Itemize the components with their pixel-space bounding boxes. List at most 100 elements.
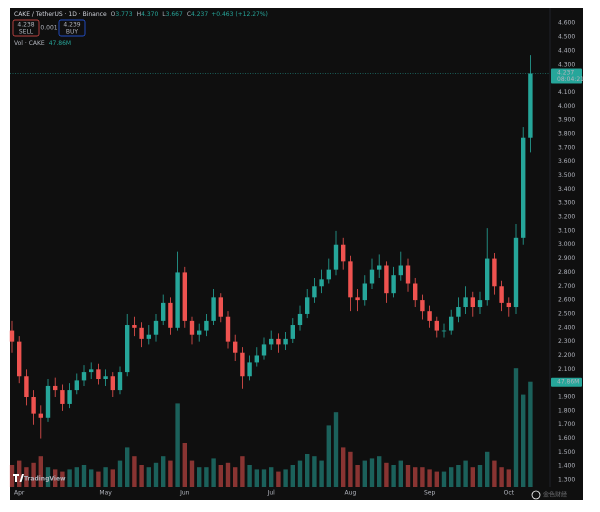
volume-bar <box>31 462 36 487</box>
x-tick-label: Apr <box>14 490 25 497</box>
y-tick-label: 3.800 <box>558 130 575 137</box>
volume-bar <box>521 394 526 487</box>
candle-body <box>233 341 238 353</box>
volume-bar <box>398 460 403 487</box>
y-tick-label: 2.600 <box>558 297 575 304</box>
candle-body <box>528 73 533 138</box>
volume-bar <box>45 467 51 487</box>
change: +0.463 (+12.27%) <box>211 11 268 18</box>
y-tick-label: 3.200 <box>558 214 575 221</box>
candle-body <box>420 300 425 312</box>
volume-bar <box>355 465 360 487</box>
volume-bar <box>427 469 432 487</box>
candle-body <box>348 261 353 298</box>
spread: 0.001 <box>40 25 57 32</box>
header-line: CAKE / TetherUS · 1D · Binance O3.773 H4.3… <box>14 11 268 18</box>
candle-body <box>153 320 159 335</box>
candle-body <box>477 300 483 308</box>
candle-body <box>197 330 202 335</box>
candle-body <box>117 372 123 391</box>
candle-body <box>168 302 173 328</box>
volume-bar <box>60 471 65 487</box>
volume-bar <box>132 456 137 487</box>
volume-bar <box>197 467 202 487</box>
candle-body <box>492 258 497 287</box>
volume-bar <box>74 467 79 487</box>
volume-bar <box>211 458 216 487</box>
y-tick-label: 3.300 <box>558 200 575 207</box>
candle-body <box>9 330 15 342</box>
y-tick-label: 3.400 <box>558 186 575 193</box>
candle-body <box>305 297 310 314</box>
volume-bar <box>513 368 519 487</box>
symbol-title: CAKE / TetherUS · 1D · Binance <box>14 11 107 18</box>
candle-body <box>319 279 324 287</box>
volume-bar <box>348 451 353 487</box>
candle-body <box>449 316 454 331</box>
candle-body <box>53 385 58 391</box>
volume-bar <box>449 467 454 487</box>
volume-bar <box>38 456 43 487</box>
y-tick-label: 1.800 <box>558 407 575 414</box>
last-volume-label: 47.86M <box>557 379 579 386</box>
volume-bar <box>391 465 396 487</box>
candle-body <box>204 320 209 331</box>
candle-body <box>434 320 439 331</box>
candle-body <box>506 302 511 308</box>
candle-body <box>463 297 468 308</box>
volume-bar <box>463 460 468 487</box>
volume-bar <box>67 469 72 487</box>
volume-bar <box>81 465 87 487</box>
y-tick-label: 1.500 <box>558 449 575 456</box>
volume-bar <box>153 462 159 487</box>
candle-body <box>96 369 101 380</box>
volume-bar <box>312 456 317 487</box>
candle-body <box>333 244 339 270</box>
volume-bar <box>24 467 29 487</box>
volume-bar <box>477 465 483 487</box>
candle-body <box>362 283 367 301</box>
x-tick-label: Oct <box>504 490 515 497</box>
y-tick-label: 2.800 <box>558 269 575 276</box>
candle-body <box>341 244 346 262</box>
ohlc-key: C <box>187 11 191 18</box>
x-tick-label: Aug <box>345 490 357 497</box>
candle-body <box>513 237 519 308</box>
volume-bar <box>161 456 166 487</box>
x-tick-label: May <box>99 490 112 497</box>
volume-bar <box>276 471 281 487</box>
y-tick-label: 3.500 <box>558 172 575 179</box>
sell-price: 4.238 <box>17 22 34 29</box>
volume-bar <box>434 471 439 487</box>
candle-body <box>175 272 180 328</box>
candle-body <box>456 307 461 317</box>
sell-button[interactable] <box>12 19 40 37</box>
x-tick-label: Sep <box>424 490 436 497</box>
volume-bar <box>499 467 504 487</box>
x-tick-label: Jun <box>179 490 190 497</box>
volume-bar <box>89 469 94 487</box>
volume-bar <box>405 465 411 487</box>
candle-body <box>441 330 447 332</box>
volume-bar <box>139 465 144 487</box>
y-tick-label: 4.300 <box>558 61 575 68</box>
y-tick-label: 2.500 <box>558 310 575 317</box>
volume-bar <box>377 456 382 487</box>
y-tick-label: 2.700 <box>558 283 575 290</box>
volume-bar <box>254 469 259 487</box>
buy-button[interactable] <box>58 19 86 37</box>
volume-bar <box>362 460 367 487</box>
volume-bar <box>233 467 238 487</box>
sell-label: SELL <box>19 29 34 36</box>
candle-body <box>146 334 151 339</box>
candle-body <box>182 272 187 321</box>
y-tick-label: 3.600 <box>558 158 575 165</box>
y-tick-label: 4.000 <box>558 103 575 110</box>
candle-body <box>521 137 526 238</box>
y-tick-label: 1.900 <box>558 394 575 401</box>
y-tick-label: 4.500 <box>558 34 575 41</box>
candle-body <box>269 338 274 345</box>
volume-bar <box>218 465 223 487</box>
x-tick-label: Jul <box>267 490 276 497</box>
candle-body <box>470 297 475 308</box>
